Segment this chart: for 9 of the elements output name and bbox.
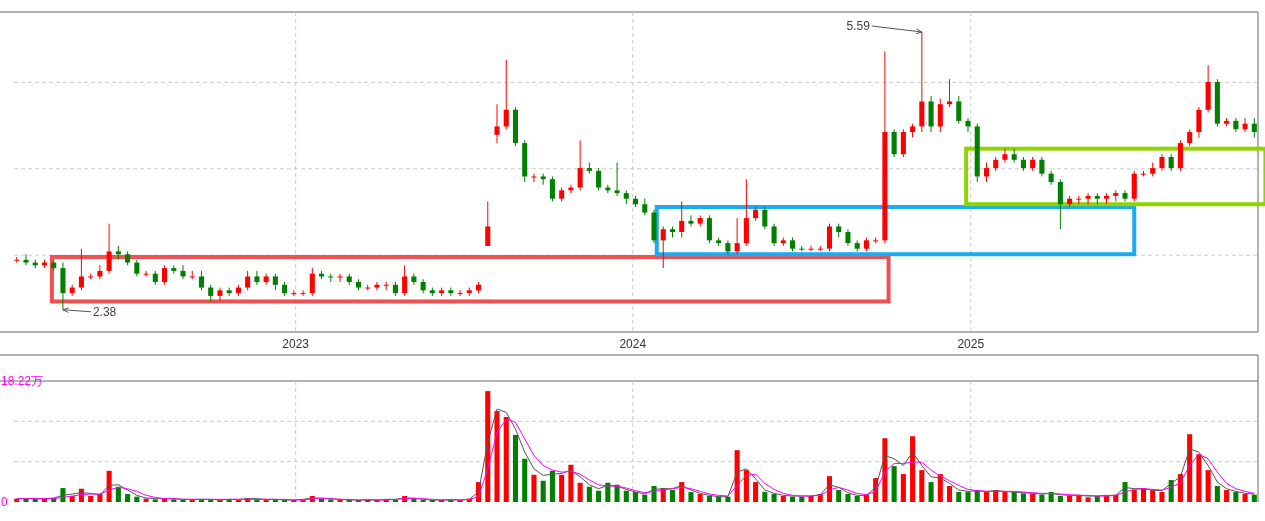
annotation: 5.59 [846,19,923,35]
x-tick-label: 2024 [619,337,647,351]
x-tick-label: 2023 [282,337,310,351]
annotation: 5.59 [846,19,871,33]
x-tick-label: 2025 [957,337,985,351]
y-tick-label: 18.22万 [1,374,44,388]
y-tick-label: 0 [1,495,8,509]
annotation: 2.38 [62,304,117,319]
annotation: 2.38 [92,304,117,319]
